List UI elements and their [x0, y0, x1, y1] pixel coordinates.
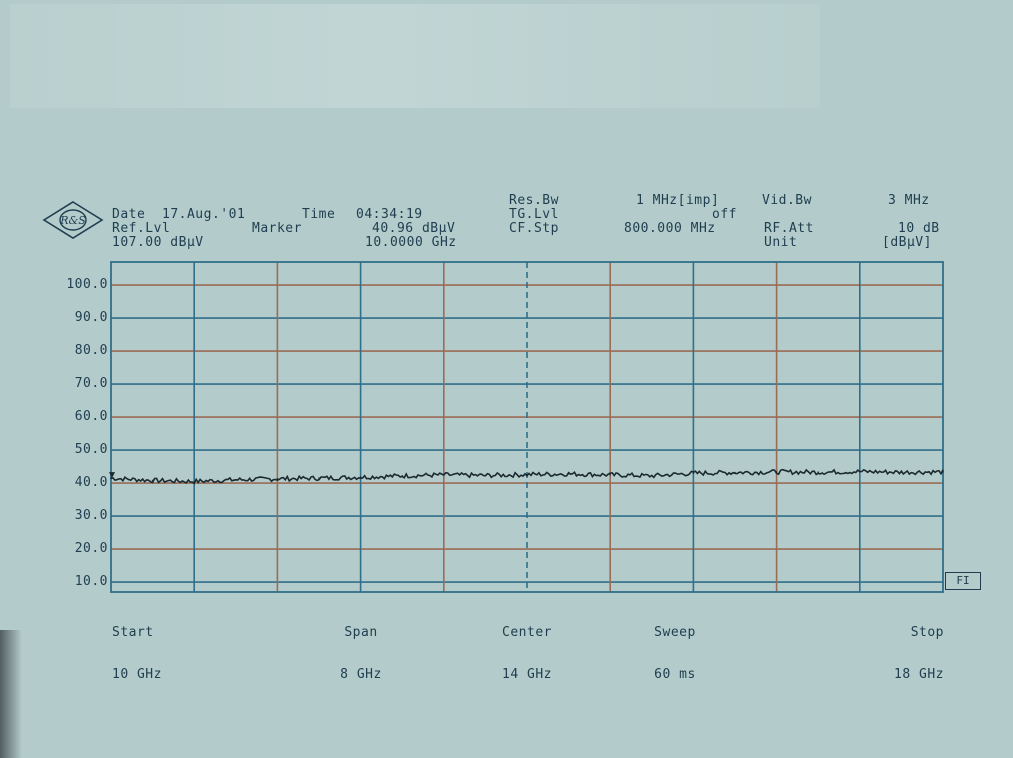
- trace-point: [484, 474, 487, 477]
- y-tick-label: 60.0: [74, 409, 108, 425]
- stop-label: Stop: [910, 625, 944, 640]
- span-block: Span 8 GHz: [326, 598, 396, 696]
- vid-bw-label: Vid.Bw: [762, 193, 812, 208]
- plot-grid: [110, 261, 944, 593]
- tg-lvl-label: TG.Lvl: [509, 207, 559, 222]
- trace-point: [734, 471, 736, 474]
- marker-triangle-icon: [109, 472, 115, 479]
- rf-att-label: RF.Att: [764, 221, 814, 236]
- vid-bw-value: 3 MHz: [888, 193, 930, 208]
- stop-block: Stop 18 GHz: [868, 598, 944, 696]
- svg-text:R&S: R&S: [59, 214, 86, 227]
- y-tick-label: 70.0: [74, 376, 108, 392]
- ref-lvl-label: Ref.Lvl: [112, 221, 171, 236]
- trace-point: [359, 476, 362, 478]
- y-tick-label: 80.0: [74, 343, 108, 359]
- center-label: Center: [502, 625, 552, 640]
- rohde-schwarz-logo-icon: R&S: [42, 201, 104, 239]
- trace-point: [900, 471, 903, 474]
- res-bw-label: Res.Bw: [509, 193, 559, 208]
- spectrum-trace: [110, 468, 944, 485]
- date-label: Date: [112, 207, 146, 222]
- tg-lvl-value: off: [712, 207, 737, 222]
- start-value: 10 GHz: [112, 667, 162, 682]
- trace-point: [110, 477, 112, 479]
- unit-label: Unit: [764, 235, 798, 250]
- trace-point: [526, 473, 528, 476]
- ref-lvl-value: 107.00 dBμV: [112, 235, 204, 250]
- start-label: Start: [112, 625, 154, 640]
- trace-point: [318, 477, 320, 479]
- trace-point: [276, 478, 279, 480]
- y-tick-label: 50.0: [74, 442, 108, 458]
- y-tick-label: 20.0: [74, 541, 108, 557]
- trace-point: [151, 479, 154, 482]
- trace-point: [692, 472, 695, 475]
- screen-glare: [10, 4, 820, 108]
- trace-point: [942, 471, 944, 473]
- sweep-block: Sweep 60 ms: [636, 598, 714, 696]
- trace-point: [651, 475, 653, 477]
- span-label: Span: [344, 625, 378, 640]
- time-label: Time: [302, 207, 336, 222]
- rf-att-value: 10 dB: [898, 221, 940, 236]
- edge-shadow: [0, 630, 22, 758]
- unit-value: [dBμV]: [882, 235, 932, 250]
- trace-point: [609, 474, 611, 476]
- y-tick-label: 30.0: [74, 508, 108, 524]
- trace-point: [859, 470, 861, 473]
- span-value: 8 GHz: [340, 667, 382, 682]
- date-value: 17.Aug.'01: [162, 207, 246, 222]
- trace-point: [817, 471, 819, 474]
- y-tick-label: 10.0: [74, 574, 108, 590]
- sweep-label: Sweep: [654, 625, 696, 640]
- center-value: 14 GHz: [502, 667, 552, 682]
- trace-point: [775, 471, 778, 473]
- trace-point: [567, 473, 570, 475]
- y-tick-label: 90.0: [74, 310, 108, 326]
- y-tick-label: 40.0: [74, 475, 108, 491]
- time-value: 04:34:19: [356, 207, 423, 222]
- fi-indicator: FI: [945, 572, 981, 590]
- cf-stp-label: CF.Stp: [509, 221, 559, 236]
- stop-value: 18 GHz: [894, 667, 944, 682]
- start-block: Start 10 GHz: [112, 598, 162, 696]
- trace-point: [401, 475, 404, 477]
- y-tick-label: 100.0: [66, 277, 108, 293]
- trace-point: [193, 480, 195, 483]
- cf-stp-value: 800.000 MHz: [624, 221, 716, 236]
- center-block: Center 14 GHz: [484, 598, 570, 696]
- sweep-value: 60 ms: [654, 667, 696, 682]
- marker-level: 40.96 dBμV: [372, 221, 456, 236]
- trace-point: [443, 474, 445, 476]
- plot-frame: [110, 261, 944, 593]
- trace-layer: [109, 468, 944, 485]
- marker-freq: 10.0000 GHz: [365, 235, 457, 250]
- trace-point: [235, 479, 237, 481]
- marker-label: Marker: [252, 221, 302, 236]
- res-bw-value: 1 MHz[imp]: [636, 193, 720, 208]
